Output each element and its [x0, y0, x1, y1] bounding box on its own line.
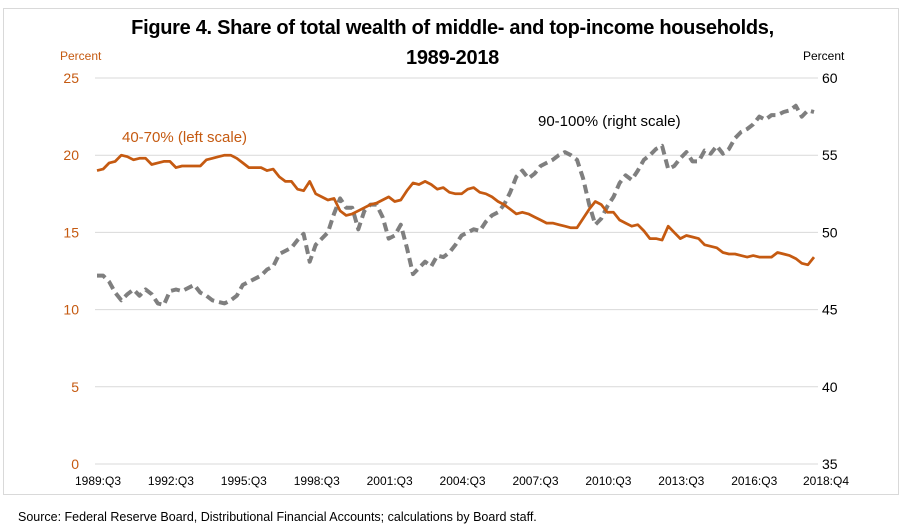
- right-y-tick-label: 35: [822, 456, 838, 472]
- right-axis-unit-label: Percent: [803, 49, 845, 63]
- left-axis-unit-label: Percent: [60, 49, 102, 63]
- right-y-tick-label: 50: [822, 224, 838, 240]
- chart-title-line2: 1989-2018: [406, 47, 499, 69]
- x-axis-ticks: 1989:Q3 1992:Q3 1995:Q3 1998:Q3 2001:Q3 2004:…: [75, 474, 849, 488]
- x-tick-label: 2018:Q4: [803, 474, 849, 488]
- series-line-90-100: [97, 103, 815, 307]
- annotation-40-70: 40-70% (left scale): [122, 129, 247, 146]
- source-note: Source: Federal Reserve Board, Distribut…: [18, 510, 537, 524]
- left-y-tick-label: 15: [63, 224, 79, 240]
- chart-title: Figure 4. Share of total wealth of middl…: [131, 17, 774, 39]
- left-y-tick-label: 20: [63, 147, 79, 163]
- left-y-tick-label: 25: [63, 70, 79, 86]
- x-tick-label: 1992:Q3: [148, 474, 194, 488]
- gridlines: [95, 77, 818, 465]
- right-y-tick-label: 40: [822, 379, 838, 395]
- x-tick-label: 2016:Q3: [731, 474, 777, 488]
- left-y-tick-label: 0: [71, 456, 79, 472]
- series-lines: [96, 103, 816, 307]
- x-tick-label: 1998:Q3: [294, 474, 340, 488]
- x-tick-label: 2013:Q3: [658, 474, 704, 488]
- series-line-40-70: [96, 153, 816, 267]
- x-tick-label: 2007:Q3: [512, 474, 558, 488]
- left-y-tick-label: 5: [71, 379, 79, 395]
- x-tick-label: 2010:Q3: [585, 474, 631, 488]
- right-y-tick-label: 60: [822, 70, 838, 86]
- left-y-tick-label: 10: [63, 302, 79, 318]
- x-tick-label: 1989:Q3: [75, 474, 121, 488]
- chart-frame: [3, 8, 899, 495]
- right-y-tick-label: 45: [822, 302, 838, 318]
- x-tick-label: 2004:Q3: [440, 474, 486, 488]
- x-tick-label: 1995:Q3: [221, 474, 267, 488]
- annotation-90-100: 90-100% (right scale): [538, 113, 681, 130]
- x-tick-label: 2001:Q3: [367, 474, 413, 488]
- right-y-tick-label: 55: [822, 147, 838, 163]
- right-y-axis-ticks: 35 40 45 50 55 60: [822, 70, 838, 472]
- left-y-axis-ticks: 0 5 10 15 20 25: [63, 70, 79, 472]
